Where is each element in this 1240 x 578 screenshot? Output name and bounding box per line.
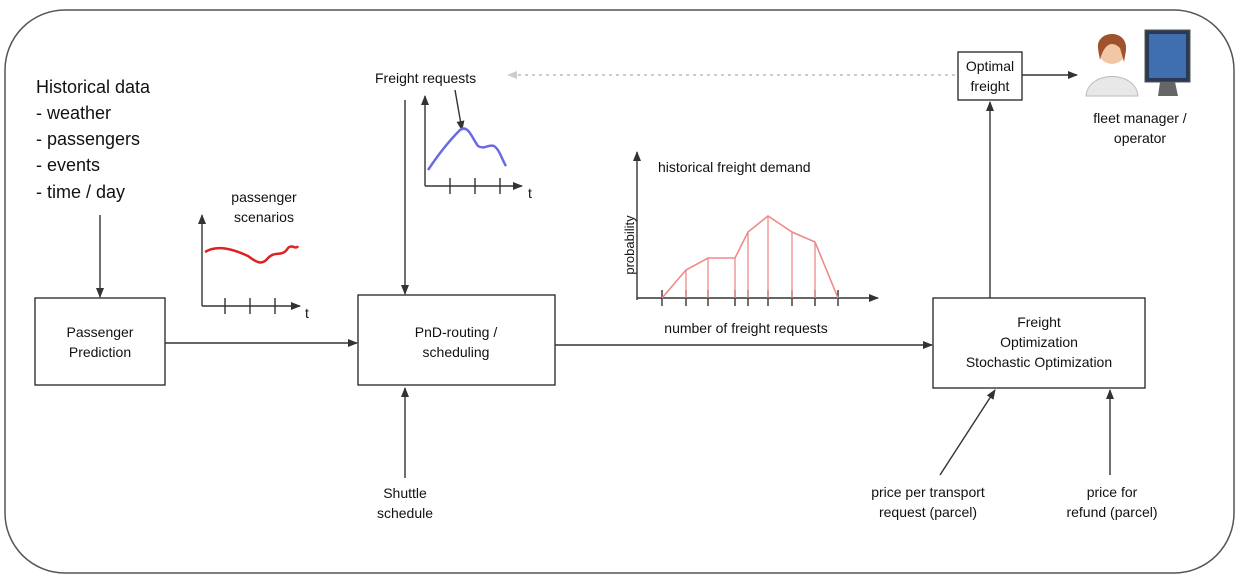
input-label: request (parcel)	[879, 504, 977, 520]
node-label: Optimization	[1000, 334, 1078, 350]
node-label: Passenger	[67, 324, 134, 340]
node-label: scheduling	[423, 344, 490, 360]
operator-label: operator	[1114, 130, 1166, 146]
probability-stems	[685, 216, 816, 298]
chart-label: passenger	[231, 189, 297, 205]
arrow	[939, 389, 996, 476]
input-label: Shuttle	[383, 485, 427, 501]
monitor-icon	[1144, 29, 1191, 96]
node-label: Prediction	[69, 344, 131, 360]
axis-label: probability	[622, 215, 637, 275]
arrow	[454, 89, 465, 131]
operator-label: fleet manager /	[1093, 110, 1186, 126]
node-label: Stochastic Optimization	[966, 354, 1112, 370]
node-label: freight	[971, 78, 1010, 94]
input-label: schedule	[377, 505, 433, 521]
chart-title: historical freight demand	[658, 159, 811, 175]
request-curve	[426, 127, 508, 171]
historical-item: - weather	[36, 103, 111, 123]
probability-line	[661, 215, 839, 299]
node-label: Optimal	[966, 58, 1014, 74]
input-label: refund (parcel)	[1066, 504, 1157, 520]
chart-label: scenarios	[234, 209, 294, 225]
historical-item: - events	[36, 155, 100, 175]
scenario-curve	[204, 245, 300, 264]
node-label: Freight	[1017, 314, 1061, 330]
axis-ticks	[224, 298, 276, 314]
frame	[4, 9, 1235, 574]
historical-item: - time / day	[36, 182, 125, 202]
input-label: price for	[1087, 484, 1138, 500]
axis-label: t	[305, 305, 309, 321]
axis-label: t	[528, 185, 532, 201]
node-box	[932, 297, 1146, 389]
input-label: price per transport	[871, 484, 985, 500]
historical-title: Historical data	[36, 77, 151, 97]
axis-ticks	[449, 178, 501, 194]
node-box	[357, 294, 556, 386]
operator-icon	[1085, 34, 1139, 97]
node-label: PnD-routing /	[415, 324, 498, 340]
node-box	[34, 297, 166, 386]
historical-item: - passengers	[36, 129, 140, 149]
chart-label: Freight requests	[375, 70, 476, 86]
axis-label: number of freight requests	[664, 320, 827, 336]
node-box	[957, 51, 1023, 101]
